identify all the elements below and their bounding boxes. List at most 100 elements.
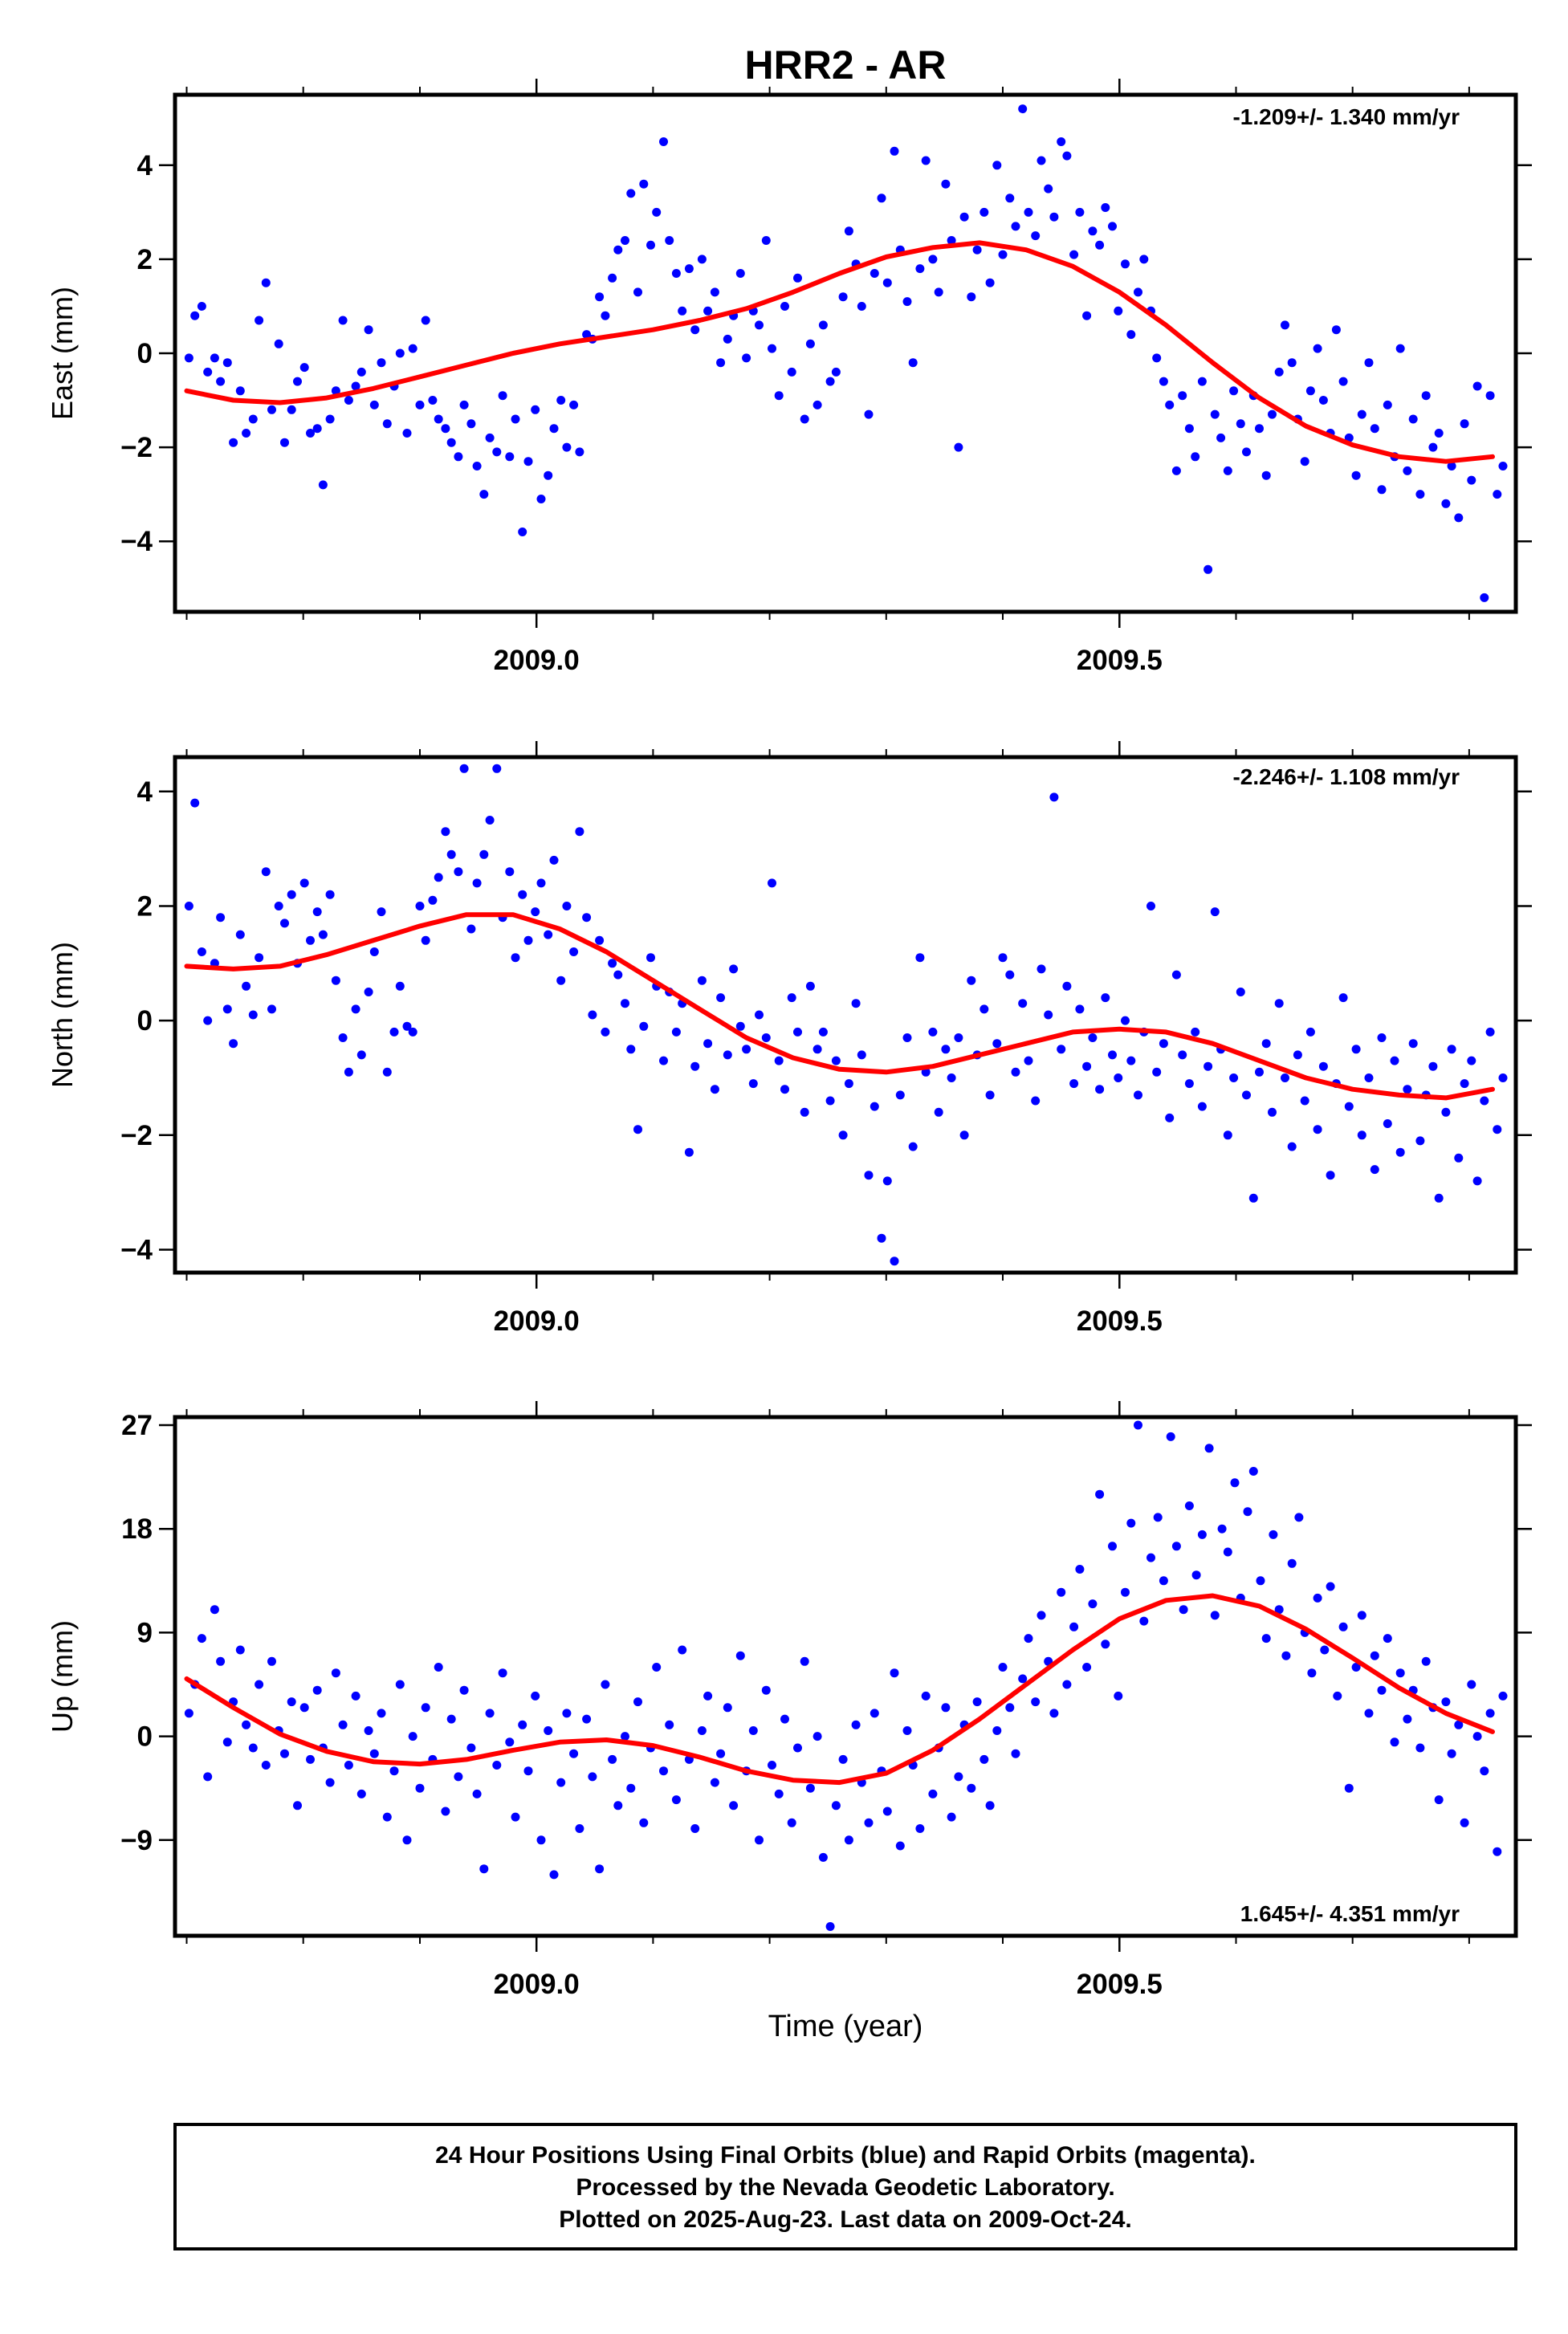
east-data-point: [1485, 391, 1495, 401]
east-x-tick-label: 2009.0: [494, 645, 580, 676]
up-data-point: [864, 1818, 874, 1827]
up-data-point: [434, 1663, 443, 1672]
up-data-point: [1184, 1501, 1194, 1510]
east-data-point: [1480, 593, 1489, 602]
east-data-point: [665, 236, 674, 245]
up-data-point: [242, 1720, 251, 1729]
up-data-point: [608, 1754, 617, 1764]
up-data-point: [697, 1726, 707, 1735]
north-data-point: [780, 1085, 789, 1094]
up-data-point: [549, 1870, 559, 1880]
east-data-point: [1229, 386, 1239, 396]
north-data-point: [1134, 1090, 1142, 1100]
up-data-point: [351, 1691, 360, 1701]
east-data-point: [908, 358, 918, 368]
east-data-point: [255, 316, 264, 325]
east-data-point: [454, 452, 463, 462]
north-data-point: [531, 907, 540, 917]
east-data-point: [1210, 409, 1220, 419]
east-data-point: [569, 400, 579, 409]
up-data-point: [408, 1732, 417, 1741]
north-data-point: [1434, 1193, 1444, 1203]
east-data-point: [1088, 226, 1098, 236]
north-data-point: [382, 1067, 392, 1077]
up-y-tick-label: −9: [120, 1825, 153, 1856]
up-data-point: [222, 1737, 232, 1747]
east-data-point: [774, 391, 784, 401]
up-data-point: [356, 1789, 366, 1798]
north-data-point: [1472, 1176, 1482, 1186]
north-data-point: [1024, 1056, 1033, 1065]
north-data-point: [1178, 1050, 1187, 1060]
north-data-point: [601, 1027, 610, 1037]
up-data-point: [844, 1835, 853, 1845]
north-data-point: [454, 867, 463, 877]
east-data-point: [877, 193, 886, 203]
east-data-point: [1281, 320, 1289, 330]
up-data-point: [947, 1812, 956, 1822]
north-data-point: [1383, 1119, 1392, 1128]
east-data-point: [505, 452, 515, 462]
up-data-point: [1364, 1709, 1374, 1718]
east-data-point: [356, 367, 366, 377]
east-data-point: [595, 292, 605, 302]
east-data-point: [1095, 240, 1105, 250]
up-data-point: [774, 1789, 784, 1798]
north-data-point: [1152, 1067, 1162, 1077]
east-data-point: [274, 339, 283, 348]
east-data-point: [1493, 490, 1502, 499]
east-data-point: [1498, 462, 1508, 470]
north-data-point: [818, 1027, 828, 1037]
east-data-point: [805, 339, 815, 348]
east-data-point: [498, 391, 507, 401]
east-data-point: [203, 367, 213, 377]
north-data-point: [761, 1033, 771, 1042]
up-data-point: [466, 1743, 476, 1753]
east-data-point: [1242, 447, 1251, 457]
east-data-point: [947, 236, 956, 245]
up-data-point: [575, 1824, 584, 1833]
north-data-point: [421, 935, 430, 945]
east-data-point: [1223, 466, 1232, 475]
east-data-point: [998, 250, 1008, 259]
north-data-point: [1069, 1079, 1079, 1089]
east-data-point: [1472, 381, 1482, 391]
north-data-point: [1344, 1102, 1354, 1111]
north-data-point: [1377, 1033, 1387, 1042]
up-y-tick-label: 27: [121, 1410, 153, 1441]
east-data-point: [1062, 151, 1072, 161]
east-data-point: [1082, 311, 1092, 320]
north-data-point: [1493, 1125, 1502, 1134]
footer-line-1: 24 Hour Positions Using Final Orbits (bl…: [435, 2142, 1256, 2169]
east-data-point: [659, 137, 668, 146]
up-data-point: [882, 1807, 892, 1816]
north-data-point: [197, 947, 206, 956]
east-data-point: [864, 409, 874, 419]
east-data-point: [1421, 391, 1431, 401]
east-data-point: [1197, 377, 1207, 386]
up-data-point: [197, 1634, 206, 1644]
north-data-point: [626, 1045, 636, 1054]
up-data-point: [1171, 1542, 1181, 1551]
north-data-point: [1184, 1079, 1194, 1089]
east-data-point: [825, 377, 835, 386]
up-data-point: [382, 1812, 392, 1822]
east-data-point: [511, 414, 520, 424]
up-data-point: [748, 1726, 758, 1735]
north-data-point: [588, 1010, 597, 1020]
north-data-point: [466, 924, 476, 934]
north-data-point: [1318, 1061, 1328, 1071]
up-data-point: [659, 1766, 668, 1776]
east-data-point: [248, 414, 258, 424]
east-data-point: [1075, 207, 1085, 217]
up-data-point: [459, 1685, 469, 1695]
north-data-point: [1293, 1050, 1302, 1060]
north-data-point: [287, 890, 296, 899]
east-data-point: [1454, 513, 1464, 523]
footer-line-3: Plotted on 2025-Aug-23. Last data on 200…: [559, 2206, 1132, 2233]
east-data-point: [985, 278, 995, 287]
east-data-point: [921, 156, 931, 165]
north-data-point: [838, 1130, 848, 1140]
north-data-point: [716, 993, 726, 1003]
north-data-point: [857, 1050, 866, 1060]
